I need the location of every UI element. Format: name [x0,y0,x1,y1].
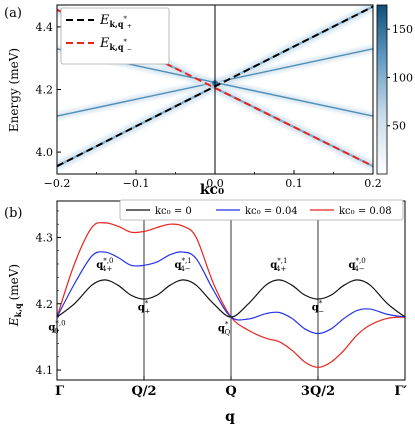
annotation-sup: * [225,321,229,329]
colorbar-ticks: 50 100 150 [387,23,413,133]
point-annotation: q*,0 0 [48,319,65,335]
high-symmetry-lines [143,201,319,380]
xtick-label-b: Q/2 [131,384,156,399]
annotation-base: q [138,302,145,313]
xtick-label-b: Γ [55,384,65,399]
point-annotation: q*,1 4+ [270,257,287,273]
point-annotation: q* + [138,299,151,315]
annotation-sub: 4+ [102,265,112,273]
annotation-sub: 0 [54,327,58,335]
ytick-label-b: 4.1 [36,364,54,377]
point-annotation: q* − [312,299,325,315]
xlabel-a: kc₀ [200,182,224,198]
ytick-label-a: 4.0 [36,146,54,159]
colorbar-tick-label: 150 [392,23,413,36]
annotation-sub: 4− [354,265,364,273]
axis-ticks-b: 4.1 4.2 4.3 Γ Q/2 Q 3Q/2 Γ′ [36,210,408,399]
colorbar-tick-label: 100 [392,71,413,84]
band-curve-0 [56,279,406,318]
band-curves [56,222,406,369]
annotation-sup: *,1 [182,257,192,265]
point-annotation: q*,0 4− [349,257,366,273]
legend-label-k004: kc₀ = 0.04 [245,206,298,217]
annotation-sub: 4+ [276,265,286,273]
ytick-label-a: 4.4 [36,21,54,34]
colorbar [376,4,388,175]
legend-label-k008: kc₀ = 0.08 [339,206,392,217]
legend-label-k0: kc₀ = 0 [155,206,192,217]
ytick-label-b: 4.3 [36,231,54,244]
annotation-sup: *,0 [55,319,65,327]
annotation-base: q [349,260,356,271]
annotation-sub: 4− [180,265,190,273]
point-annotation: q*,0 4+ [96,257,113,273]
xtick-label-b: Γ′ [394,384,407,399]
annotation-sup: * [319,299,323,307]
legend-box-b [119,199,404,221]
annotation-base: q [96,260,103,271]
xtick-label-a: −0.1 [123,177,150,190]
ylabel-a: Energy (meV) [7,48,21,132]
xtick-label-a: 0.1 [285,177,303,190]
annotation-sup: *,0 [103,257,113,265]
legend-label-black: Ek,q*+ [99,13,132,30]
point-annotation: q*,1 4− [175,257,192,273]
ytick-label-a: 4.2 [36,84,54,97]
xtick-label-a: 0.2 [364,177,382,190]
xtick-label-b: 3Q/2 [301,384,335,399]
line-panel: (b) 4.14.24.3Γ Q/2 Q 3Q/2 Γ′ q*,0 0q*,0 4+q* +q… [4,199,408,425]
legend-box [60,7,170,65]
annotation-base: q [312,302,319,313]
point-annotation: q* Q [218,321,231,337]
xtick-label-a: −0.2 [44,177,71,190]
heatmap-panel: (a) −0.2 −0.1 0.0 0.1 0.2 4.0 4.2 4.4 Ek,q*+ Ek… [4,4,413,198]
colorbar-tick-label: 50 [392,120,406,133]
legend-b: kc₀ = 0 kc₀ = 0.04 kc₀ = 0.08 [119,199,404,221]
panel-label-a: (a) [4,6,22,21]
legend-a: Ek,q*+ Ek,q*− [60,7,170,65]
point-annotations: q*,0 0q*,0 4+q* +q*,1 4−q* Qq*,1 4+q* −q*,0 4− [48,257,365,337]
xlabel-b: q [225,409,235,425]
annotation-sup: * [145,299,149,307]
annotation-sub: Q [225,329,231,337]
annotation-sub: + [144,307,150,315]
axis-ticks-a: −0.2 −0.1 0.0 0.1 0.2 4.0 4.2 4.4 [36,21,382,190]
xtick-label-a: 0.0 [206,177,224,190]
annotation-base: q [175,260,182,271]
annotation-sub: − [318,307,324,315]
panel-label-b: (b) [4,206,22,221]
annotation-base: q [48,322,55,333]
annotation-sup: *,1 [277,257,287,265]
legend-label-red: Ek,q*− [99,36,132,53]
annotation-sup: *,0 [356,257,366,265]
ytick-label-b: 4.2 [36,298,54,311]
ylabel-b: Ek,q(meV) [7,264,23,327]
annotation-base: q [270,260,277,271]
annotation-base: q [218,324,225,335]
xtick-label-b: Q [225,384,236,399]
